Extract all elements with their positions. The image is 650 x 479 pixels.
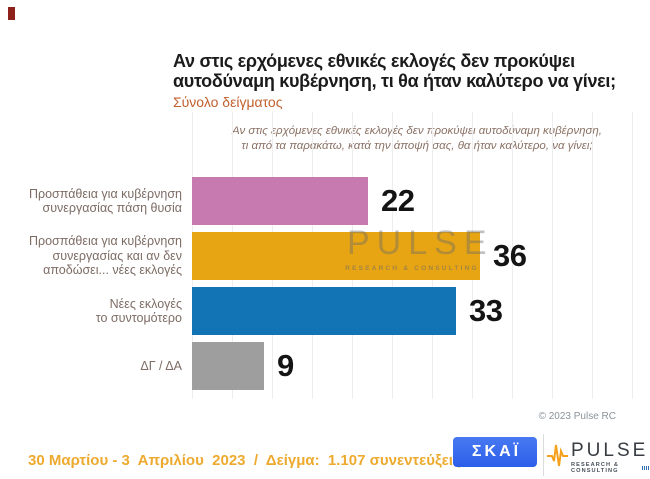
gridline [592,112,593,399]
copyright-text: © 2023 Pulse RC [538,411,616,422]
skai-logo-text: ΣΚΑΪ [471,443,522,460]
bar-dont-know-no-answer [192,342,264,390]
question-note: Αν στις ερχόμενες εθνικές εκλογές δεν πρ… [232,125,602,152]
pulse-watermark: PULSE RESEARCH & CONSULTING [342,224,494,272]
pulse-logo: PULSE RESEARCH & CONSULTING [547,441,650,474]
value-label-cooperation-any-cost: 22 [381,183,415,218]
gridline [512,112,513,399]
chart-subtitle: Σύνολο δείγματος [173,94,283,110]
pulse-watermark-tagline: RESEARCH & CONSULTING [345,265,479,272]
value-label-cooperation-then-elections: 36 [493,238,527,273]
category-label-new-elections-soon: Νέες εκλογές το συντομότερο [95,296,182,326]
skai-logo: ΣΚΑΪ [453,437,537,467]
pulse-logo-subrow: RESEARCH & CONSULTING [571,462,650,474]
bar-cooperation-then-elections [192,232,480,280]
gridline [632,112,633,399]
category-label-cooperation-any-cost: Προσπάθεια για κυβέρνηση συνεργασίας πάσ… [28,186,182,216]
value-label-new-elections-soon: 33 [469,293,503,328]
pulse-waveform-icon [547,441,569,473]
bar-new-elections-soon [192,287,456,335]
survey-info-text: 30 Μαρτίου - 3 Απριλίου 2023 / Δείγμα: 1… [28,452,461,469]
header: Αν στις ερχόμενες εθνικές εκλογές δεν πρ… [173,51,641,110]
logo-divider [543,434,544,476]
pulse-logo-name: PULSE [571,440,649,461]
bar-cooperation-any-cost [192,177,368,225]
pulse-watermark-word: PULSE [347,224,494,262]
category-label-cooperation-then-elections: Προσπάθεια για κυβέρνηση συνεργασίας και… [28,234,182,278]
pulse-logo-barcode-mark [641,466,650,470]
category-label-dont-know-no-answer: ΔΓ / ΔΑ [140,358,182,373]
value-label-dont-know-no-answer: 9 [277,348,294,383]
pulse-logo-tagline: RESEARCH & CONSULTING [571,462,619,474]
gridline [552,112,553,399]
pulse-logo-textblock: PULSE RESEARCH & CONSULTING [571,441,650,474]
chart-title: Αν στις ερχόμενες εθνικές εκλογές δεν πρ… [173,51,616,91]
corner-accent-mark [8,7,15,20]
